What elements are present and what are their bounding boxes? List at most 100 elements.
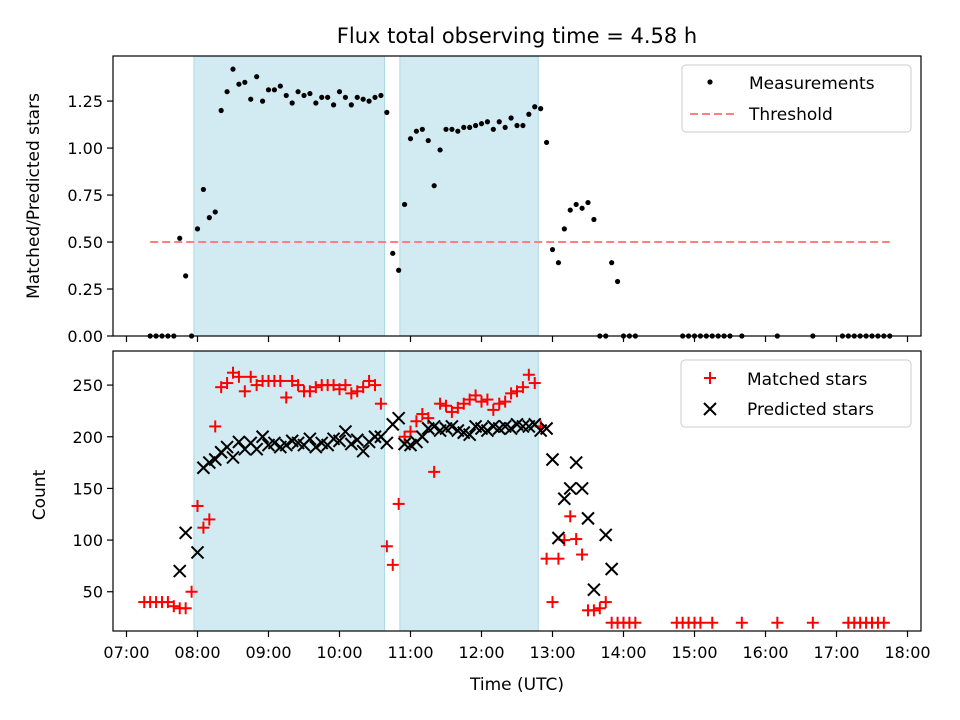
matched-point xyxy=(191,499,204,512)
matched-point xyxy=(422,412,435,425)
measurement-point xyxy=(532,104,538,110)
matched-point xyxy=(771,616,784,629)
x-tick-label: 10:00 xyxy=(316,643,362,662)
legend-matched-marker xyxy=(704,372,716,384)
measurement-point xyxy=(461,124,467,131)
matched-point xyxy=(203,513,216,526)
matched-point xyxy=(179,602,192,615)
measurement-point xyxy=(265,87,272,93)
predicted-point xyxy=(581,511,595,526)
matched-point xyxy=(398,430,411,443)
matched-point xyxy=(475,395,488,408)
matched-point xyxy=(469,389,482,402)
predicted-point xyxy=(267,436,282,450)
predicted-point xyxy=(575,481,589,496)
matched-point xyxy=(209,420,222,433)
predicted-point xyxy=(415,430,430,444)
measurement-point xyxy=(567,207,573,213)
legend-measurements: Measurements xyxy=(749,74,875,94)
measurement-point xyxy=(413,128,420,134)
predicted-point xyxy=(480,423,495,438)
matched-point xyxy=(493,397,506,410)
panel-count-legend: Matched stars Predicted stars xyxy=(680,359,912,428)
matched-point xyxy=(357,381,370,394)
y-tick-label: 0.00 xyxy=(67,327,103,346)
matched-point xyxy=(576,548,589,561)
matched-point xyxy=(706,616,719,629)
y-tick-label: 0.50 xyxy=(67,233,103,252)
measurement-point xyxy=(555,260,562,266)
measurement-point xyxy=(561,226,567,232)
measurement-point xyxy=(325,94,331,100)
matched-point xyxy=(292,379,305,392)
matched-point xyxy=(546,596,559,609)
predicted-point xyxy=(445,419,459,434)
matched-point xyxy=(392,497,405,510)
y-tick-label: 0.75 xyxy=(67,186,103,205)
predicted-point xyxy=(226,450,240,465)
x-tick-label: 17:00 xyxy=(813,643,859,662)
matched-point xyxy=(505,387,518,400)
x-tick-label: 11:00 xyxy=(387,643,433,662)
matched-point xyxy=(167,600,180,613)
predicted-point xyxy=(599,528,613,542)
legend-threshold: Threshold xyxy=(748,105,833,125)
predicted-point xyxy=(380,436,394,450)
measurement-point xyxy=(218,107,224,114)
y-tick-label: 0.25 xyxy=(67,280,103,299)
matched-point xyxy=(232,370,245,383)
measurement-point xyxy=(366,98,372,104)
panel-count-ylabel: Count xyxy=(30,469,50,520)
measurement-point xyxy=(407,136,414,142)
measurement-point xyxy=(248,96,254,102)
y-tick-label: 150 xyxy=(72,479,103,498)
observing-interval xyxy=(399,55,539,337)
measurement-point xyxy=(289,100,295,106)
y-tick-label: 1.25 xyxy=(67,92,103,111)
measurement-point xyxy=(372,94,378,100)
x-tick-label: 16:00 xyxy=(742,643,788,662)
y-tick-label: 200 xyxy=(72,428,103,447)
y-tick-label: 1.00 xyxy=(67,139,103,158)
measurement-point xyxy=(549,246,556,253)
matched-point xyxy=(806,616,819,629)
measurement-point xyxy=(259,98,266,104)
panel-ratio: 0.00 0.25 0.50 0.75 1.00 1.25 Matched/Predict… xyxy=(24,55,922,346)
measurement-point xyxy=(443,126,449,132)
matched-point xyxy=(345,387,358,400)
predicted-point xyxy=(338,424,353,439)
predicted-point xyxy=(249,442,264,456)
measurement-point xyxy=(455,128,461,134)
predicted-point xyxy=(173,564,187,578)
y-tick-label: 100 xyxy=(72,531,103,550)
measurement-point xyxy=(313,100,319,106)
matched-point xyxy=(735,616,748,629)
matched-point xyxy=(386,558,399,571)
measurement-point xyxy=(194,226,201,232)
predicted-point xyxy=(190,545,205,560)
predicted-point xyxy=(604,562,619,576)
measurement-point xyxy=(360,96,366,102)
measurement-point xyxy=(319,94,325,100)
measurement-point xyxy=(224,89,230,95)
measurement-point xyxy=(307,90,313,97)
measurement-point xyxy=(242,79,248,85)
panel-ratio-legend: Measurements Threshold xyxy=(681,64,912,133)
predicted-point xyxy=(332,434,347,448)
matched-point xyxy=(238,385,251,398)
measurement-point xyxy=(230,66,236,72)
predicted-point xyxy=(356,444,370,458)
measurement-point xyxy=(478,121,485,127)
measurement-point xyxy=(508,115,514,121)
y-tick-label: 250 xyxy=(72,376,103,395)
measurement-point xyxy=(177,235,183,241)
x-tick-label: 13:00 xyxy=(529,643,575,662)
measurement-point xyxy=(514,122,520,129)
measurement-point xyxy=(348,102,354,108)
predicted-point xyxy=(255,430,270,444)
measurement-point xyxy=(419,126,425,132)
measurement-point xyxy=(283,92,289,99)
measurement-point xyxy=(183,273,189,279)
x-tick-label: 08:00 xyxy=(174,643,220,662)
